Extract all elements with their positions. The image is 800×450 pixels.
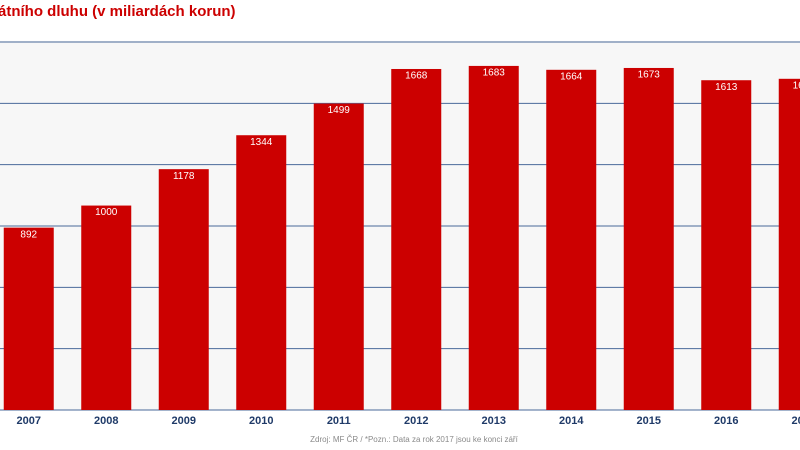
value-label: 1664 xyxy=(560,71,583,82)
value-label: 1668 xyxy=(405,71,428,82)
x-tick-label: 2015 xyxy=(637,415,661,427)
x-tick-label: 2011 xyxy=(327,415,351,427)
x-tick-label: 2010 xyxy=(249,415,273,427)
value-label: 892 xyxy=(20,229,37,240)
bar xyxy=(546,69,597,410)
x-tick-label: 2016 xyxy=(714,415,738,427)
bar xyxy=(701,80,752,410)
chart-title: átního dluhu (v miliardách korun) xyxy=(0,3,236,20)
x-tick-label: 2014 xyxy=(559,415,584,427)
bar xyxy=(391,68,442,410)
bar xyxy=(158,169,209,410)
value-label: 1344 xyxy=(250,137,273,148)
value-label: 1673 xyxy=(638,70,661,81)
x-tick-label: 2009 xyxy=(172,415,196,427)
bar xyxy=(778,78,800,411)
value-label: 1000 xyxy=(95,207,118,218)
value-label: 1683 xyxy=(483,68,506,79)
x-tick-label: 2007 xyxy=(17,415,41,427)
value-label: 1178 xyxy=(173,171,195,182)
value-label: 1613 xyxy=(715,82,738,93)
value-label: 1620 xyxy=(793,80,800,91)
bar xyxy=(236,135,287,410)
bar xyxy=(623,67,674,410)
bar xyxy=(81,205,132,410)
x-tick-label: 2013 xyxy=(482,415,506,427)
x-tick-label: 2017 xyxy=(792,415,800,427)
bar xyxy=(3,227,54,410)
source-note: Zdroj: MF ČR / *Pozn.: Data za rok 2017 … xyxy=(310,435,518,444)
x-tick-label: 2012 xyxy=(404,415,428,427)
bar xyxy=(313,103,364,410)
x-tick-label: 2008 xyxy=(94,415,118,427)
bar xyxy=(468,65,519,411)
value-label: 1499 xyxy=(328,105,351,116)
